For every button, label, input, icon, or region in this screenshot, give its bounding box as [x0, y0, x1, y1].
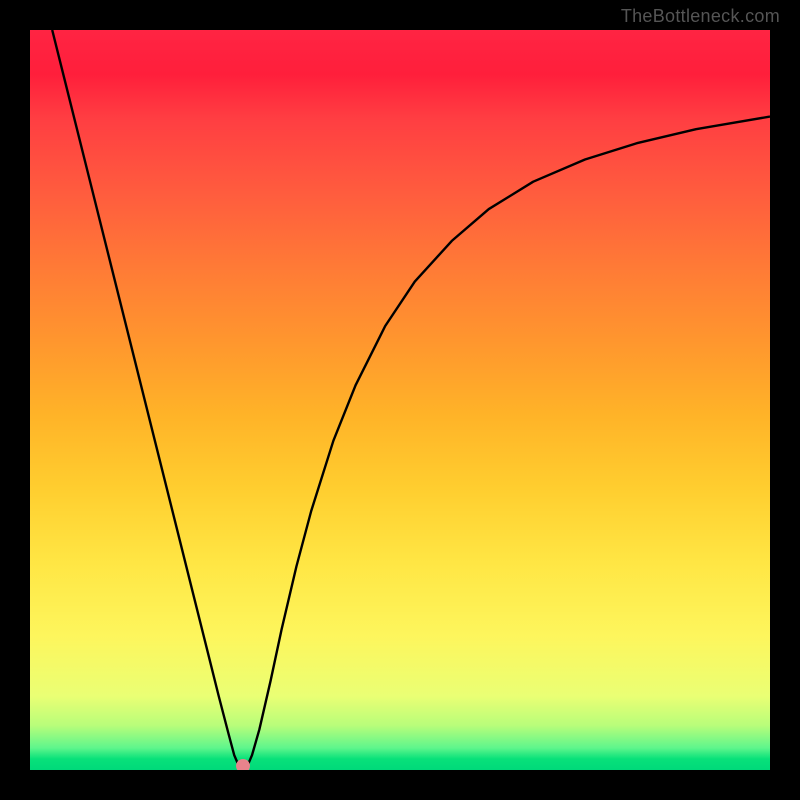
bottleneck-curve: [30, 30, 770, 770]
vertex-marker: [236, 759, 250, 770]
curve-path: [52, 30, 770, 770]
plot-area: [30, 30, 770, 770]
watermark-text: TheBottleneck.com: [621, 6, 780, 27]
